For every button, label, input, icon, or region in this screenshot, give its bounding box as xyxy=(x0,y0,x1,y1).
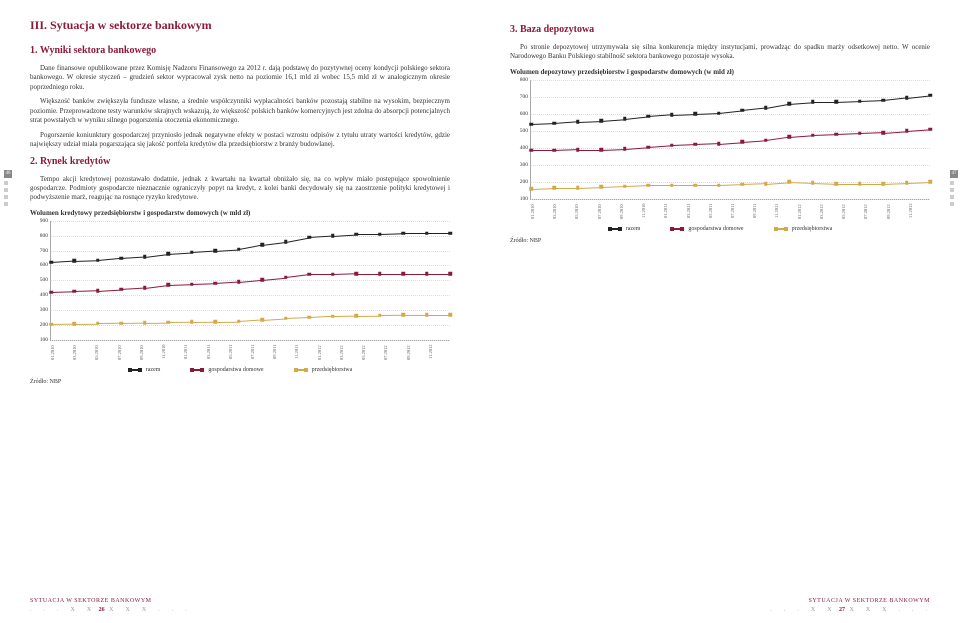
credit-source: Źródło: NBP xyxy=(30,379,450,385)
para-2: Większość banków zwiększyła fundusze wła… xyxy=(30,97,450,125)
legend-razem: razem xyxy=(146,367,161,373)
legend-prze: przedsiębiorstwa xyxy=(312,367,353,373)
deposit-source: Źródło: NBP xyxy=(510,238,930,244)
footer-caption: SYTUACJA W SEKTORZE BANKOWYM xyxy=(510,598,930,604)
side-marker-right: 47 xyxy=(950,170,956,209)
para-4: Tempo akcji kredytowej pozostawało dodat… xyxy=(30,175,450,203)
footer-caption: SYTUACJA W SEKTORZE BANKOWYM xyxy=(30,598,450,604)
right-footer: SYTUACJA W SEKTORZE BANKOWYM . . . X X 2… xyxy=(510,598,930,613)
subsection-3: 3. Baza depozytowa xyxy=(510,24,930,35)
page-num-row: . . . X X 26 X X X . . . xyxy=(30,607,450,613)
para-1: Dane finansowe opublikowane przez Komisj… xyxy=(30,64,450,92)
side-marker-left: 46 xyxy=(4,170,10,209)
left-page: 46 III. Sytuacja w sektorze bankowym 1. … xyxy=(0,0,480,623)
side-page-num: 47 xyxy=(950,170,958,178)
deposit-chart: 100200300400500600700800 01.201003.20100… xyxy=(510,80,930,244)
legend-gosp: gospodarstwa domowe xyxy=(208,367,263,373)
credit-chart-title: Wolumen kredytowy przedsiębiorstw i gosp… xyxy=(30,209,450,217)
credit-chart: 100200300400500600700800900 01.201003.20… xyxy=(30,221,450,385)
para-3: Pogorszenie koniunktury gospodarczej prz… xyxy=(30,131,450,150)
left-footer: SYTUACJA W SEKTORZE BANKOWYM . . . X X 2… xyxy=(30,598,450,613)
subsection-2: 2. Rynek kredytów xyxy=(30,156,450,167)
side-page-num: 46 xyxy=(4,170,12,178)
legend-razem: razem xyxy=(626,226,641,232)
legend-gosp: gospodarstwa domowe xyxy=(688,226,743,232)
subsection-1: 1. Wyniki sektora bankowego xyxy=(30,45,450,56)
para-r1: Po stronie depozytowej utrzymywała się s… xyxy=(510,43,930,62)
deposit-legend: razem gospodarstwa domowe przedsiębiorst… xyxy=(510,226,930,232)
page-num-row: . . . X X 27 X X X . . . xyxy=(510,607,930,613)
deposit-chart-title: Wolumen depozytowy przedsiębiorstw i gos… xyxy=(510,68,930,76)
right-page: 47 3. Baza depozytowa Po stronie depozyt… xyxy=(480,0,960,623)
credit-legend: razem gospodarstwa domowe przedsiębiorst… xyxy=(30,367,450,373)
legend-prze: przedsiębiorstwa xyxy=(792,226,833,232)
section-title: III. Sytuacja w sektorze bankowym xyxy=(30,18,450,33)
